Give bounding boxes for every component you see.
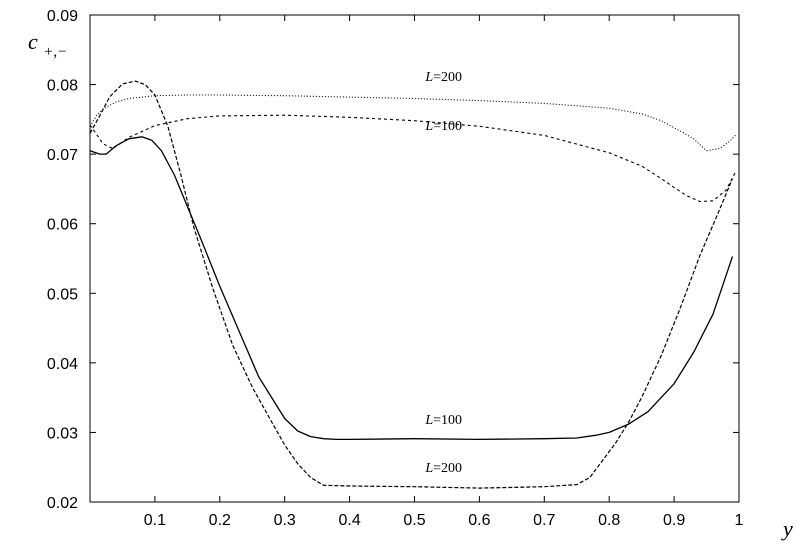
y-axis-label-main: c [28,29,38,54]
curve-annotation: L=200 [424,70,462,85]
y-tick-label: 0.02 [47,495,78,512]
y-tick-label: 0.08 [47,78,78,95]
y-axis-label-subscript: +,− [43,44,67,60]
y-tick-label: 0.07 [47,147,78,164]
y-axis-label: c +,− [28,29,67,60]
x-tick-label: 0.1 [144,512,166,529]
series-line-dotted [89,94,737,152]
curve-annotations: L=200 L=100 L=100 L=200 [424,70,462,476]
x-tick-label: 1 [735,512,744,529]
curve-annotation: L=100 [424,119,462,134]
y-tick-label: 0.06 [47,217,78,234]
axis-ticks [90,14,740,503]
x-tick-label: 0.2 [209,512,231,529]
x-tick-label: 0.8 [598,512,620,529]
x-axis-label: y [781,516,793,541]
series-line-dashed [89,80,734,489]
axis-tick-labels: 0.1 0.2 0.3 0.4 0.5 0.6 0.7 0.8 0.9 1 0.02 0.03 0.04… [47,8,744,529]
x-tick-label: 0.4 [338,512,360,529]
y-tick-label: 0.04 [47,356,78,373]
y-tick-label: 0.09 [47,8,78,25]
x-tick-label: 0.5 [403,512,425,529]
y-tick-label: 0.05 [47,286,78,303]
x-tick-label: 0.3 [274,512,296,529]
x-tick-label: 0.9 [663,512,685,529]
x-tick-label: 0.6 [468,512,490,529]
curve-annotation: L=200 [424,461,462,476]
series-line-densely-dashed [89,114,737,203]
curve-annotation: L=100 [424,413,462,428]
plot-frame [89,14,740,503]
y-tick-label: 0.03 [47,425,78,442]
x-tick-label: 0.7 [533,512,555,529]
series-layer [89,80,737,489]
series-line-solid [89,136,734,441]
